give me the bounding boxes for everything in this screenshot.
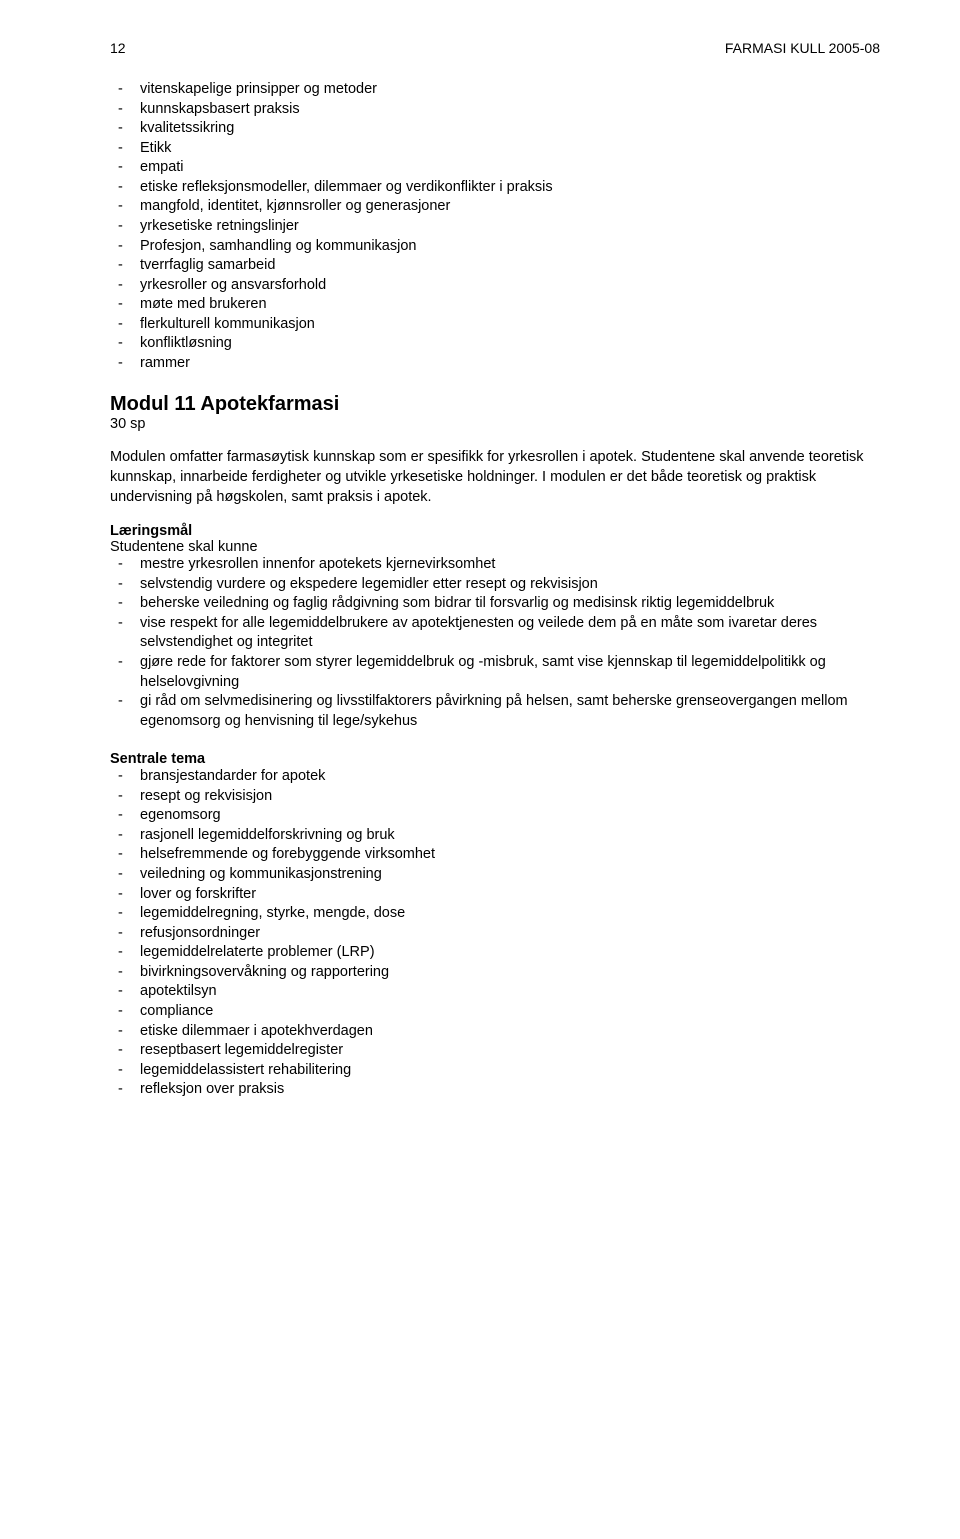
- list-item: bivirkningsovervåkning og rapportering: [110, 963, 880, 983]
- list-item: gjøre rede for faktorer som styrer legem…: [110, 653, 880, 692]
- page-number: 12: [110, 40, 126, 56]
- list-item: compliance: [110, 1002, 880, 1022]
- list-item: konfliktløsning: [110, 334, 880, 354]
- list-item: egenomsorg: [110, 806, 880, 826]
- list-item: refusjonsordninger: [110, 924, 880, 944]
- list-item: apotektilsyn: [110, 982, 880, 1002]
- list-item: Etikk: [110, 139, 880, 159]
- intro-bullet-list: vitenskapelige prinsipper og metoder kun…: [110, 80, 880, 373]
- page: 12 FARMASI KULL 2005-08 vitenskapelige p…: [0, 0, 960, 1180]
- list-item: gi råd om selvmedisinering og livsstilfa…: [110, 692, 880, 731]
- learning-list: mestre yrkesrollen innenfor apotekets kj…: [110, 555, 880, 731]
- list-item: helsefremmende og forebyggende virksomhe…: [110, 845, 880, 865]
- list-item: Profesjon, samhandling og kommunikasjon: [110, 237, 880, 257]
- list-item: flerkulturell kommunikasjon: [110, 315, 880, 335]
- list-item: vise respekt for alle legemiddelbrukere …: [110, 614, 880, 653]
- list-item: møte med brukeren: [110, 295, 880, 315]
- themes-heading: Sentrale tema: [110, 751, 880, 767]
- list-item: tverrfaglig samarbeid: [110, 256, 880, 276]
- themes-list: bransjestandarder for apotek resept og r…: [110, 767, 880, 1100]
- list-item: beherske veiledning og faglig rådgivning…: [110, 594, 880, 614]
- list-item: etiske refleksjonsmodeller, dilemmaer og…: [110, 178, 880, 198]
- list-item: veiledning og kommunikasjonstrening: [110, 865, 880, 885]
- learning-heading: Læringsmål: [110, 523, 880, 539]
- list-item: vitenskapelige prinsipper og metoder: [110, 80, 880, 100]
- list-item: legemiddelrelaterte problemer (LRP): [110, 943, 880, 963]
- list-item: yrkesroller og ansvarsforhold: [110, 276, 880, 296]
- list-item: kunnskapsbasert praksis: [110, 100, 880, 120]
- list-item: resept og rekvisisjon: [110, 787, 880, 807]
- learning-intro: Studentene skal kunne: [110, 539, 880, 555]
- module-description: Modulen omfatter farmasøytisk kunnskap s…: [110, 448, 880, 507]
- module-credits: 30 sp: [110, 416, 880, 432]
- list-item: yrkesetiske retningslinjer: [110, 217, 880, 237]
- list-item: bransjestandarder for apotek: [110, 767, 880, 787]
- list-item: empati: [110, 158, 880, 178]
- list-item: lover og forskrifter: [110, 885, 880, 905]
- list-item: mangfold, identitet, kjønnsroller og gen…: [110, 197, 880, 217]
- list-item: legemiddelassistert rehabilitering: [110, 1061, 880, 1081]
- list-item: kvalitetssikring: [110, 119, 880, 139]
- list-item: rammer: [110, 354, 880, 374]
- list-item: mestre yrkesrollen innenfor apotekets kj…: [110, 555, 880, 575]
- list-item: etiske dilemmaer i apotekhverdagen: [110, 1022, 880, 1042]
- doc-title: FARMASI KULL 2005-08: [725, 40, 880, 56]
- page-header: 12 FARMASI KULL 2005-08: [110, 40, 880, 56]
- list-item: legemiddelregning, styrke, mengde, dose: [110, 904, 880, 924]
- module-title: Modul 11 Apotekfarmasi: [110, 393, 880, 416]
- list-item: selvstendig vurdere og ekspedere legemid…: [110, 575, 880, 595]
- list-item: rasjonell legemiddelforskrivning og bruk: [110, 826, 880, 846]
- list-item: reseptbasert legemiddelregister: [110, 1041, 880, 1061]
- list-item: refleksjon over praksis: [110, 1080, 880, 1100]
